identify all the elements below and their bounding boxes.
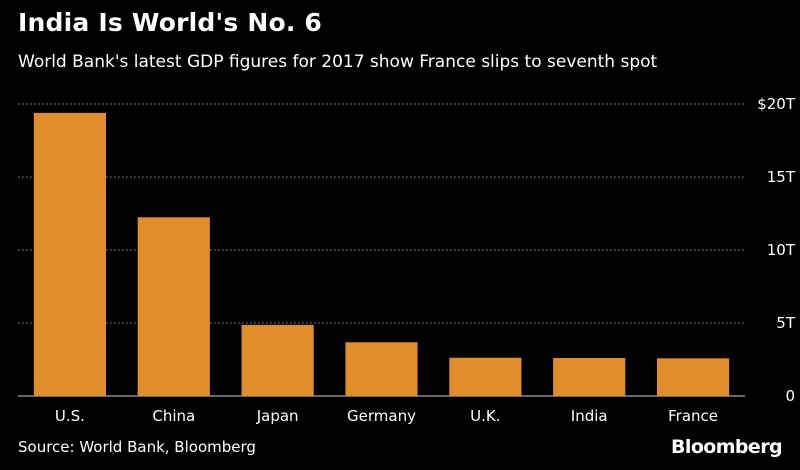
- x-tick-label: Japan: [256, 407, 299, 425]
- y-axis-labels: 0 5T 10T 15T $20T: [757, 95, 796, 405]
- y-tick-label: 0: [785, 387, 795, 405]
- x-tick-label: Germany: [347, 407, 416, 425]
- x-axis-labels: U.S. China Japan Germany U.K. India France: [55, 407, 718, 425]
- bar-china: [137, 217, 210, 396]
- bar-uk: [449, 357, 522, 396]
- y-tick-label: 10T: [767, 241, 796, 259]
- chart-title: India Is World's No. 6: [18, 8, 323, 37]
- x-tick-label: China: [152, 407, 195, 425]
- y-tick-label: 15T: [767, 168, 796, 186]
- y-tick-label: 5T: [776, 314, 796, 332]
- x-tick-label: U.K.: [470, 407, 500, 425]
- chart-subtitle: World Bank's latest GDP figures for 2017…: [18, 52, 658, 72]
- bar-india: [553, 358, 626, 396]
- source-note: Source: World Bank, Bloomberg: [18, 438, 256, 456]
- bar-japan: [241, 324, 314, 396]
- x-tick-label: France: [668, 407, 718, 425]
- y-tick-label: $20T: [757, 95, 796, 113]
- x-tick-label: U.S.: [55, 407, 85, 425]
- bars: [33, 112, 730, 396]
- bar-us: [33, 112, 107, 396]
- bloomberg-logo: Bloomberg: [671, 436, 783, 458]
- bar-germany: [345, 342, 418, 396]
- bar-france: [656, 358, 730, 396]
- x-tick-label: India: [571, 407, 608, 425]
